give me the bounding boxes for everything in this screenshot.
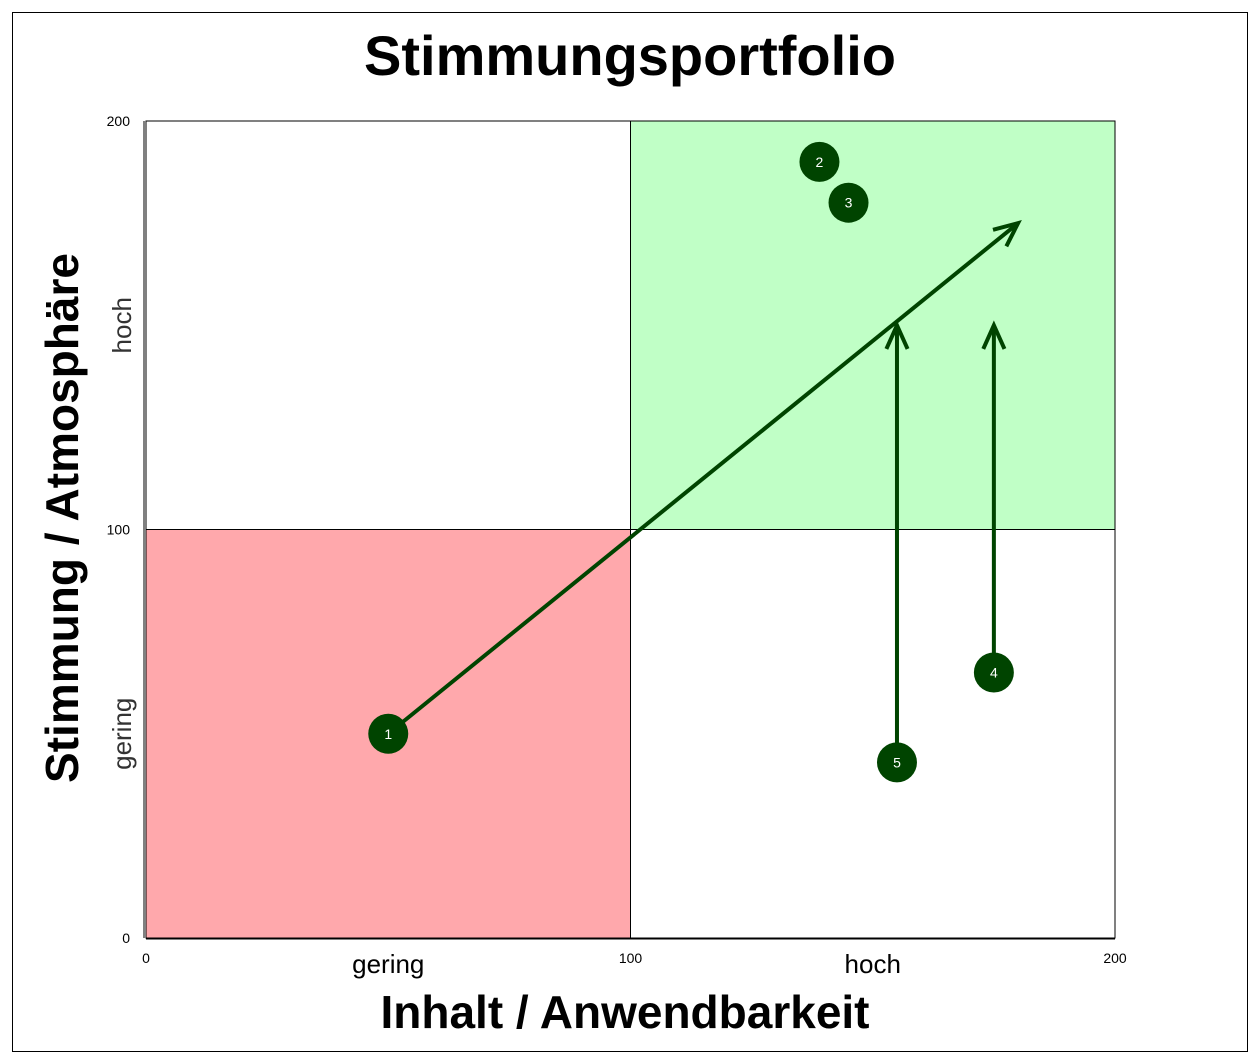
data-point-label: 4 [990,664,998,680]
arrow-3 [981,320,1007,673]
chart-title: Stimmungsportfolio [364,24,896,87]
data-point-marker [368,713,409,754]
data-point-1: 1 [368,713,409,754]
data-point-label: 2 [816,154,824,170]
x-tick-label: 0 [142,950,150,966]
x-axis-title: Inhalt / Anwendbarkeit [380,986,869,1038]
x-zone-label: hoch [845,949,901,979]
y-tick-label: 0 [122,930,130,946]
y-tick-label: 200 [107,113,131,129]
x-zone-label: gering [352,949,424,979]
data-point-marker [973,652,1014,693]
data-point-2: 2 [799,141,840,182]
data-point-4: 4 [973,652,1014,693]
x-tick-label: 200 [1103,950,1127,966]
data-point-label: 1 [384,726,392,742]
data-point-label: 3 [845,195,853,211]
data-point-5: 5 [876,742,917,783]
y-zone-label: hoch [107,297,137,353]
plot-area: 0 100 200 0 100 200 gering hoch gering hoch 1 2 3 4… [107,113,1127,979]
data-point-marker [799,141,840,182]
data-point-3: 3 [828,182,869,223]
data-point-marker [828,182,869,223]
arrow-1 [386,220,1022,736]
y-axis-title: Stimmung / Atmosphäre [36,253,88,783]
x-tick-label: 100 [619,950,643,966]
data-point-marker [876,742,917,783]
data-point-label: 5 [893,754,901,770]
y-zone-label: gering [107,698,137,770]
y-tick-label: 100 [107,522,131,538]
arrow-2 [884,320,910,763]
quadrant-2 [630,121,1115,530]
